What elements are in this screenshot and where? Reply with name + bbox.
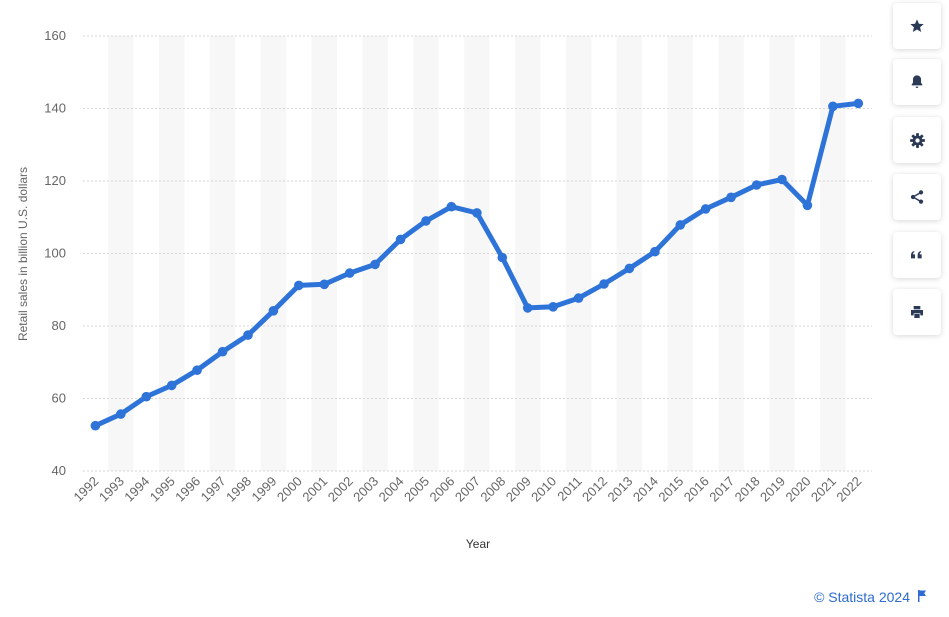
data-point[interactable] — [141, 391, 152, 402]
x-tick-label: 2013 — [604, 474, 635, 505]
data-point[interactable] — [522, 303, 533, 313]
x-tick-label: 2020 — [783, 474, 814, 505]
data-point[interactable] — [650, 246, 660, 257]
year-band — [769, 36, 795, 471]
share-icon — [909, 189, 925, 205]
data-point[interactable] — [90, 420, 101, 431]
data-point[interactable] — [599, 279, 609, 289]
data-point[interactable] — [268, 306, 279, 316]
x-tick-label: 2005 — [401, 474, 432, 505]
x-tick-label: 2016 — [681, 474, 712, 505]
x-tick-label: 2011 — [554, 474, 584, 504]
x-tick-label: 2015 — [655, 474, 686, 505]
data-point[interactable] — [828, 101, 838, 112]
quote-icon — [909, 247, 925, 263]
x-axis-tick-labels: 1992199319941995199619971998199920002001… — [70, 474, 864, 505]
statista-credit-link[interactable]: © Statista 2024 — [814, 589, 910, 605]
settings-button[interactable] — [893, 117, 941, 163]
x-tick-label: 2007 — [452, 474, 483, 505]
data-point[interactable] — [116, 409, 126, 419]
bell-icon — [909, 74, 925, 90]
favorite-button[interactable] — [893, 3, 941, 49]
data-point[interactable] — [853, 98, 864, 109]
x-tick-label: 2001 — [299, 474, 330, 505]
x-tick-label: 1993 — [96, 474, 127, 505]
x-tick-label: 2014 — [630, 474, 661, 505]
data-point[interactable] — [166, 380, 177, 391]
data-point[interactable] — [573, 293, 584, 303]
x-tick-label: 1995 — [147, 474, 178, 505]
data-point[interactable] — [344, 268, 355, 278]
share-button[interactable] — [893, 174, 941, 220]
print-button[interactable] — [893, 289, 941, 335]
x-tick-label: 2010 — [528, 474, 559, 505]
year-band — [413, 36, 439, 471]
y-tick-label: 60 — [52, 391, 66, 406]
y-tick-label: 160 — [44, 28, 66, 43]
data-point[interactable] — [802, 200, 813, 211]
data-point[interactable] — [675, 220, 686, 230]
data-point[interactable] — [421, 216, 431, 226]
x-tick-label: 1997 — [198, 474, 229, 505]
notification-button[interactable] — [893, 59, 941, 105]
x-tick-label: 2021 — [808, 474, 839, 505]
data-point[interactable] — [624, 263, 635, 274]
x-tick-label: 2003 — [350, 474, 381, 505]
y-tick-label: 100 — [44, 246, 66, 261]
data-point[interactable] — [497, 252, 508, 263]
horizontal-gridlines — [83, 35, 872, 472]
gear-icon — [909, 132, 926, 149]
y-tick-label: 40 — [52, 463, 66, 478]
print-icon — [909, 304, 925, 320]
x-tick-label: 2012 — [579, 474, 610, 505]
y-axis-title: Retail sales in billion U.S. dollars — [16, 167, 30, 341]
x-tick-label: 1999 — [248, 474, 279, 505]
x-tick-label: 1992 — [70, 474, 101, 505]
x-tick-label: 2009 — [503, 474, 534, 505]
data-point[interactable] — [294, 280, 304, 291]
source-credit: © Statista 2024 — [814, 589, 927, 605]
data-point[interactable] — [217, 346, 228, 357]
data-point[interactable] — [370, 259, 380, 270]
x-tick-label: 1998 — [223, 474, 254, 505]
y-tick-label: 120 — [44, 173, 66, 188]
x-tick-label: 2022 — [833, 474, 864, 505]
x-tick-label: 2004 — [376, 474, 407, 505]
data-points — [90, 98, 864, 431]
x-tick-label: 2019 — [757, 474, 788, 505]
x-tick-label: 1994 — [121, 474, 152, 505]
cite-button[interactable] — [893, 232, 941, 278]
data-point[interactable] — [700, 204, 711, 214]
x-axis-title: Year — [466, 537, 490, 551]
x-tick-label: 2008 — [477, 474, 508, 505]
x-tick-label: 2017 — [706, 474, 737, 505]
data-point[interactable] — [243, 330, 253, 340]
data-point[interactable] — [548, 302, 558, 312]
x-tick-label: 1996 — [172, 474, 203, 505]
y-axis-tick-labels: 40 60 80 100 120 140 160 — [44, 28, 66, 478]
data-point[interactable] — [319, 279, 330, 290]
data-point[interactable] — [446, 201, 457, 212]
x-tick-label: 2006 — [426, 474, 457, 505]
x-tick-label: 2000 — [274, 474, 305, 505]
data-point[interactable] — [777, 174, 787, 185]
y-tick-label: 80 — [52, 318, 66, 333]
x-tick-label: 2018 — [732, 474, 763, 505]
flag-icon[interactable] — [917, 589, 927, 605]
data-point[interactable] — [472, 208, 482, 218]
y-tick-label: 140 — [44, 101, 66, 116]
data-point[interactable] — [751, 180, 762, 190]
data-point[interactable] — [192, 365, 202, 376]
data-point[interactable] — [726, 192, 736, 203]
data-point[interactable] — [395, 234, 406, 245]
year-band — [209, 36, 236, 471]
x-tick-label: 2002 — [325, 474, 356, 505]
star-icon — [909, 18, 925, 34]
